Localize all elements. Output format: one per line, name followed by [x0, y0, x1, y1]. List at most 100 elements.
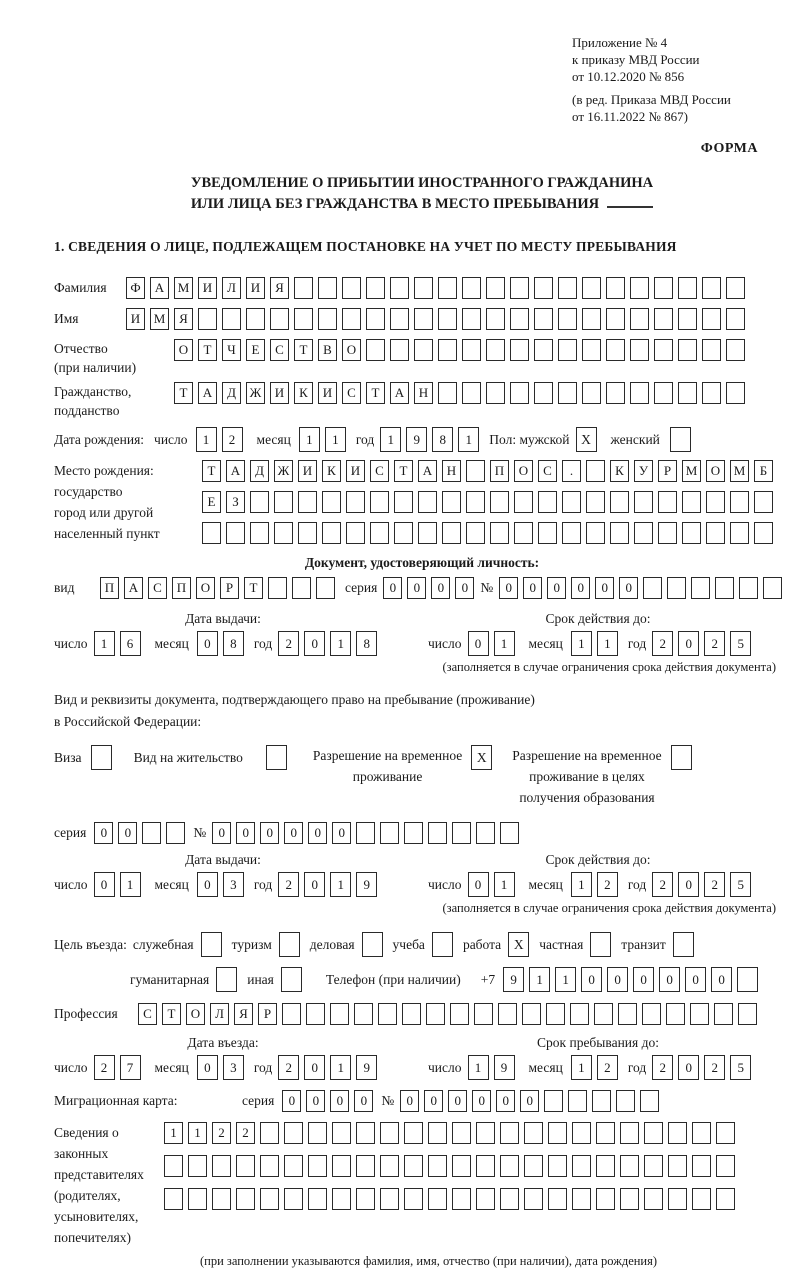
char-cell[interactable]: 0 [260, 822, 280, 844]
char-cell[interactable]: 1 [570, 872, 592, 897]
char-cell[interactable] [682, 522, 701, 544]
char-cell[interactable] [414, 277, 433, 299]
char-cell[interactable] [666, 1003, 685, 1025]
char-cell[interactable]: 0 [332, 822, 352, 844]
char-cell[interactable] [682, 491, 701, 513]
char-cell[interactable]: 9 [493, 1055, 515, 1080]
char-cell[interactable] [342, 308, 361, 330]
char-cell[interactable] [438, 339, 457, 361]
char-cell[interactable] [692, 1155, 711, 1177]
char-cell[interactable] [330, 1003, 349, 1025]
char-cell[interactable]: Р [258, 1003, 277, 1025]
char-cell[interactable]: 3 [222, 872, 244, 897]
char-cell[interactable]: 0 [196, 1055, 218, 1080]
char-cell[interactable] [706, 522, 725, 544]
checkbox-purpose-work[interactable]: X [508, 932, 530, 957]
char-cell[interactable]: Т [394, 460, 413, 482]
char-cell[interactable] [500, 822, 520, 844]
char-cell[interactable] [476, 1122, 495, 1144]
char-cell[interactable]: 0 [448, 1090, 468, 1112]
char-cell[interactable]: 9 [356, 1055, 378, 1080]
char-cell[interactable] [428, 822, 448, 844]
char-cell[interactable] [306, 1003, 325, 1025]
char-cell[interactable]: 0 [678, 872, 700, 897]
char-cell[interactable]: 2 [93, 1055, 115, 1080]
char-cell[interactable] [366, 339, 385, 361]
char-cell[interactable] [534, 339, 553, 361]
char-cell[interactable] [524, 1122, 543, 1144]
char-cell[interactable] [606, 339, 625, 361]
char-cell[interactable] [534, 308, 553, 330]
char-cell[interactable] [466, 522, 485, 544]
char-cell[interactable]: А [226, 460, 245, 482]
char-cell[interactable] [274, 522, 293, 544]
char-cell[interactable] [678, 308, 697, 330]
char-cell[interactable] [546, 1003, 565, 1025]
char-cell[interactable] [166, 822, 186, 844]
char-cell[interactable] [606, 308, 625, 330]
char-cell[interactable] [654, 277, 673, 299]
char-cell[interactable] [390, 308, 409, 330]
char-cell[interactable] [380, 1155, 399, 1177]
char-cell[interactable]: 0 [619, 577, 639, 599]
char-cell[interactable] [452, 822, 472, 844]
checkbox-purpose-tourism[interactable] [278, 932, 300, 957]
char-cell[interactable] [714, 1003, 733, 1025]
char-cell[interactable] [544, 1090, 564, 1112]
char-cell[interactable]: 0 [304, 1055, 326, 1080]
char-cell[interactable]: 1 [570, 1055, 592, 1080]
char-cell[interactable]: 0 [678, 631, 700, 656]
char-cell[interactable] [414, 339, 433, 361]
char-cell[interactable]: И [198, 277, 217, 299]
char-cell[interactable]: О [186, 1003, 205, 1025]
char-cell[interactable]: А [418, 460, 437, 482]
char-cell[interactable] [268, 577, 287, 599]
char-cell[interactable] [691, 577, 711, 599]
char-cell[interactable] [486, 382, 505, 404]
char-cell[interactable] [366, 308, 385, 330]
char-cell[interactable]: С [342, 382, 361, 404]
char-cell[interactable] [270, 308, 289, 330]
char-cell[interactable] [332, 1155, 351, 1177]
char-cell[interactable] [616, 1090, 636, 1112]
char-cell[interactable] [450, 1003, 469, 1025]
char-cell[interactable]: П [490, 460, 509, 482]
char-cell[interactable]: Л [210, 1003, 229, 1025]
char-cell[interactable] [514, 491, 533, 513]
char-cell[interactable] [534, 382, 553, 404]
char-cell[interactable]: 1 [467, 1055, 489, 1080]
char-cell[interactable]: 0 [431, 577, 451, 599]
char-cell[interactable]: 8 [432, 427, 454, 452]
char-cell[interactable] [522, 1003, 541, 1025]
char-cell[interactable]: 0 [520, 1090, 540, 1112]
char-cell[interactable]: 2 [221, 427, 243, 452]
char-cell[interactable] [643, 577, 663, 599]
char-cell[interactable] [394, 491, 413, 513]
char-cell[interactable]: С [138, 1003, 157, 1025]
char-cell[interactable] [582, 382, 601, 404]
char-cell[interactable]: 1 [119, 872, 141, 897]
char-cell[interactable] [562, 522, 581, 544]
char-cell[interactable] [763, 577, 783, 599]
checkbox-purpose-transit[interactable] [672, 932, 694, 957]
char-cell[interactable]: 0 [407, 577, 427, 599]
char-cell[interactable]: 2 [704, 872, 726, 897]
char-cell[interactable] [404, 822, 424, 844]
char-cell[interactable] [644, 1188, 663, 1210]
char-cell[interactable] [586, 460, 605, 482]
char-cell[interactable] [514, 522, 533, 544]
char-cell[interactable] [236, 1155, 255, 1177]
char-cell[interactable]: 0 [633, 967, 655, 992]
char-cell[interactable] [715, 577, 735, 599]
char-cell[interactable] [212, 1188, 231, 1210]
char-cell[interactable]: Ч [222, 339, 241, 361]
char-cell[interactable] [630, 339, 649, 361]
char-cell[interactable] [726, 308, 745, 330]
checkbox-residence-permit[interactable] [265, 745, 287, 770]
char-cell[interactable] [466, 491, 485, 513]
char-cell[interactable] [570, 1003, 589, 1025]
char-cell[interactable]: Т [294, 339, 313, 361]
char-cell[interactable] [490, 491, 509, 513]
char-cell[interactable]: 7 [119, 1055, 141, 1080]
char-cell[interactable] [524, 1155, 543, 1177]
